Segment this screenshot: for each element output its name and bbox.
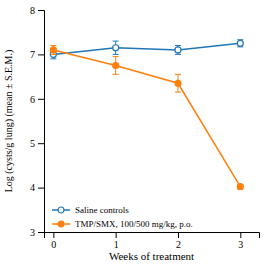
error-bar [113, 57, 119, 75]
tick-label: 3 [238, 239, 243, 250]
error-bar [237, 40, 243, 47]
point [50, 47, 56, 53]
legend-marker [58, 207, 64, 213]
axis-line [38, 11, 45, 233]
tick-label: 5 [30, 138, 35, 149]
point [113, 45, 119, 51]
tick-mark [38, 188, 44, 189]
error-bar [175, 46, 181, 55]
error-bar-cap [175, 45, 181, 46]
line [53, 50, 240, 187]
tick-label: 4 [30, 182, 35, 193]
tick: 6 [30, 94, 44, 105]
point [175, 80, 181, 86]
y-axis-title: Log (cysts/g lung) (mean ± S.E.M.) [3, 50, 15, 193]
legend-item: Saline controls [52, 205, 129, 215]
legend: Saline controls TMP/SMX, 100/500 mg/kg, p… [52, 205, 193, 229]
error-bar-cap [175, 54, 181, 55]
error-bar [50, 46, 56, 55]
error-bar-cap [175, 74, 181, 75]
y-axis: 3 4 5 6 7 8 [30, 5, 45, 238]
error-bar-cap [175, 92, 181, 93]
point [237, 40, 243, 46]
tick: 5 [30, 138, 44, 149]
tick: 8 [30, 5, 44, 16]
tick: 4 [30, 182, 44, 193]
tick-mark [178, 232, 179, 238]
error-bar-cap [113, 54, 119, 55]
tick-mark [53, 232, 54, 238]
legend-label: TMP/SMX, 100/500 mg/kg, p.o. [75, 219, 193, 229]
error-bar [237, 184, 243, 188]
tick: 0 [51, 232, 56, 250]
tick-label: 3 [30, 227, 35, 238]
point [175, 47, 181, 53]
tick-mark [116, 232, 117, 238]
tick: 7 [30, 49, 44, 60]
tick-label: 8 [30, 5, 35, 16]
marks [50, 40, 243, 190]
legend-label: Saline controls [75, 205, 129, 215]
error-bar-cap [50, 58, 56, 59]
series [50, 46, 243, 190]
tick-mark [240, 232, 241, 238]
plot: 0 1 2 3 3 4 5 6 7 8 Saline controls TMP/SMX, 100/50… [30, 5, 260, 250]
legend-item: TMP/SMX, 100/500 mg/kg, p.o. [52, 219, 193, 229]
tick-label: 2 [176, 239, 181, 250]
tick-mark [38, 143, 44, 144]
x-axis-title: Weeks of treatment [109, 250, 194, 262]
axis-line [45, 233, 260, 239]
point [113, 63, 119, 69]
legend-marker [58, 221, 64, 227]
tick-mark [38, 232, 44, 233]
tick-mark [38, 10, 44, 11]
tick: 3 [238, 232, 243, 250]
tick-label: 0 [51, 239, 56, 250]
point [237, 184, 243, 190]
tick: 1 [114, 232, 119, 250]
x-axis: 0 1 2 3 [45, 232, 260, 250]
tick-mark [38, 99, 44, 100]
tick: 3 [30, 227, 44, 238]
tick-label: 1 [114, 239, 119, 250]
tick-label: 6 [30, 94, 35, 105]
error-bar-cap [113, 56, 119, 57]
chart: 0 1 2 3 3 4 5 6 7 8 Saline controls TMP/SMX, 100/50… [0, 0, 271, 266]
error-bar [175, 74, 181, 92]
error-bar [113, 41, 119, 54]
error-bar-cap [113, 74, 119, 75]
tick-mark [38, 54, 44, 55]
error-bar-cap [113, 41, 119, 42]
tick: 2 [176, 232, 181, 250]
line [53, 43, 240, 54]
tick-label: 7 [30, 49, 35, 60]
error-bar-cap [50, 54, 56, 55]
error-bar-cap [50, 45, 56, 46]
